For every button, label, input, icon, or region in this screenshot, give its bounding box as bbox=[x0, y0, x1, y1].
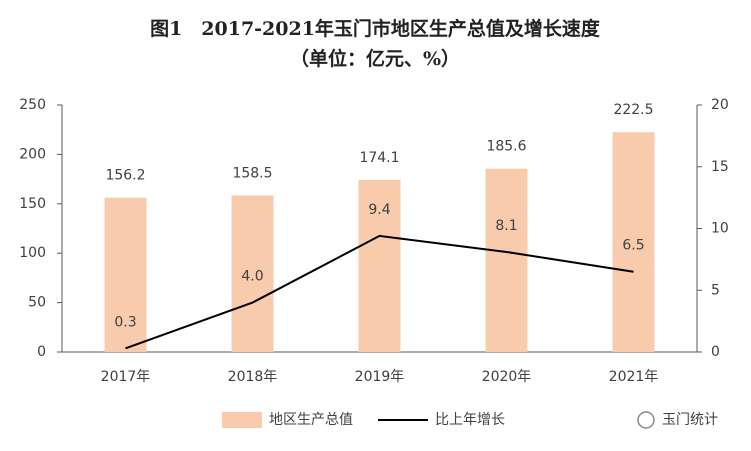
x-tick-label: 2020年 bbox=[482, 369, 532, 385]
bar-value-label: 158.5 bbox=[232, 165, 272, 181]
line-value-label: 4.0 bbox=[241, 269, 263, 285]
watermark-text: 玉门统计 bbox=[662, 412, 718, 428]
line-value-label: 0.3 bbox=[114, 314, 136, 330]
line-value-label: 6.5 bbox=[622, 238, 644, 254]
legend-swatch bbox=[222, 412, 262, 428]
legend-label: 地区生产总值 bbox=[269, 412, 353, 428]
watermark: 玉门统计 bbox=[637, 411, 718, 429]
y-tick-label: 50 bbox=[28, 295, 46, 311]
y2-tick-label: 10 bbox=[711, 221, 729, 237]
y-tick-label: 0 bbox=[37, 344, 46, 360]
y2-tick-label: 15 bbox=[711, 159, 729, 175]
bar bbox=[231, 195, 274, 352]
y-tick-label: 250 bbox=[19, 97, 46, 113]
x-tick-label: 2017年 bbox=[101, 369, 151, 385]
bar bbox=[358, 179, 401, 352]
y2-tick-label: 0 bbox=[711, 344, 720, 360]
bar-value-label: 156.2 bbox=[105, 168, 145, 184]
x-tick-label: 2021年 bbox=[609, 369, 659, 385]
x-tick-label: 2019年 bbox=[355, 369, 405, 385]
x-tick-label: 2018年 bbox=[228, 369, 278, 385]
bar-value-label: 174.1 bbox=[359, 150, 399, 166]
y-tick-label: 150 bbox=[19, 196, 46, 212]
legend-label: 比上年增长 bbox=[435, 412, 505, 428]
bar bbox=[485, 168, 528, 352]
y-tick-label: 100 bbox=[19, 245, 46, 261]
bar bbox=[104, 197, 147, 352]
line-value-label: 8.1 bbox=[495, 218, 517, 234]
chart-title: 图1 2017-2021年玉门市地区生产总值及增长速度 bbox=[150, 17, 601, 40]
line-value-label: 9.4 bbox=[368, 202, 390, 218]
y-tick-label: 200 bbox=[19, 146, 46, 162]
chart-subtitle: （单位：亿元、%） bbox=[290, 47, 460, 70]
line bbox=[125, 234, 634, 350]
bar-value-label: 185.6 bbox=[486, 139, 526, 155]
bar bbox=[612, 132, 655, 352]
y2-tick-label: 5 bbox=[711, 282, 720, 298]
bar-value-label: 222.5 bbox=[613, 102, 653, 118]
y2-tick-label: 20 bbox=[711, 97, 729, 113]
